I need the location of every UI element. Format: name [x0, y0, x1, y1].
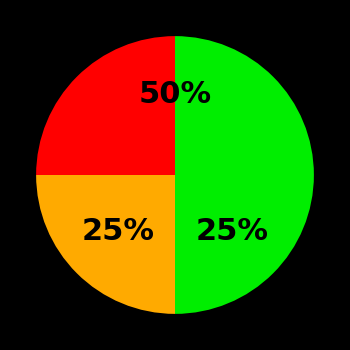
Wedge shape — [36, 175, 175, 314]
Wedge shape — [175, 36, 314, 314]
Wedge shape — [36, 36, 175, 175]
Text: 50%: 50% — [139, 80, 211, 109]
Text: 25%: 25% — [82, 217, 155, 246]
Text: 25%: 25% — [195, 217, 268, 246]
